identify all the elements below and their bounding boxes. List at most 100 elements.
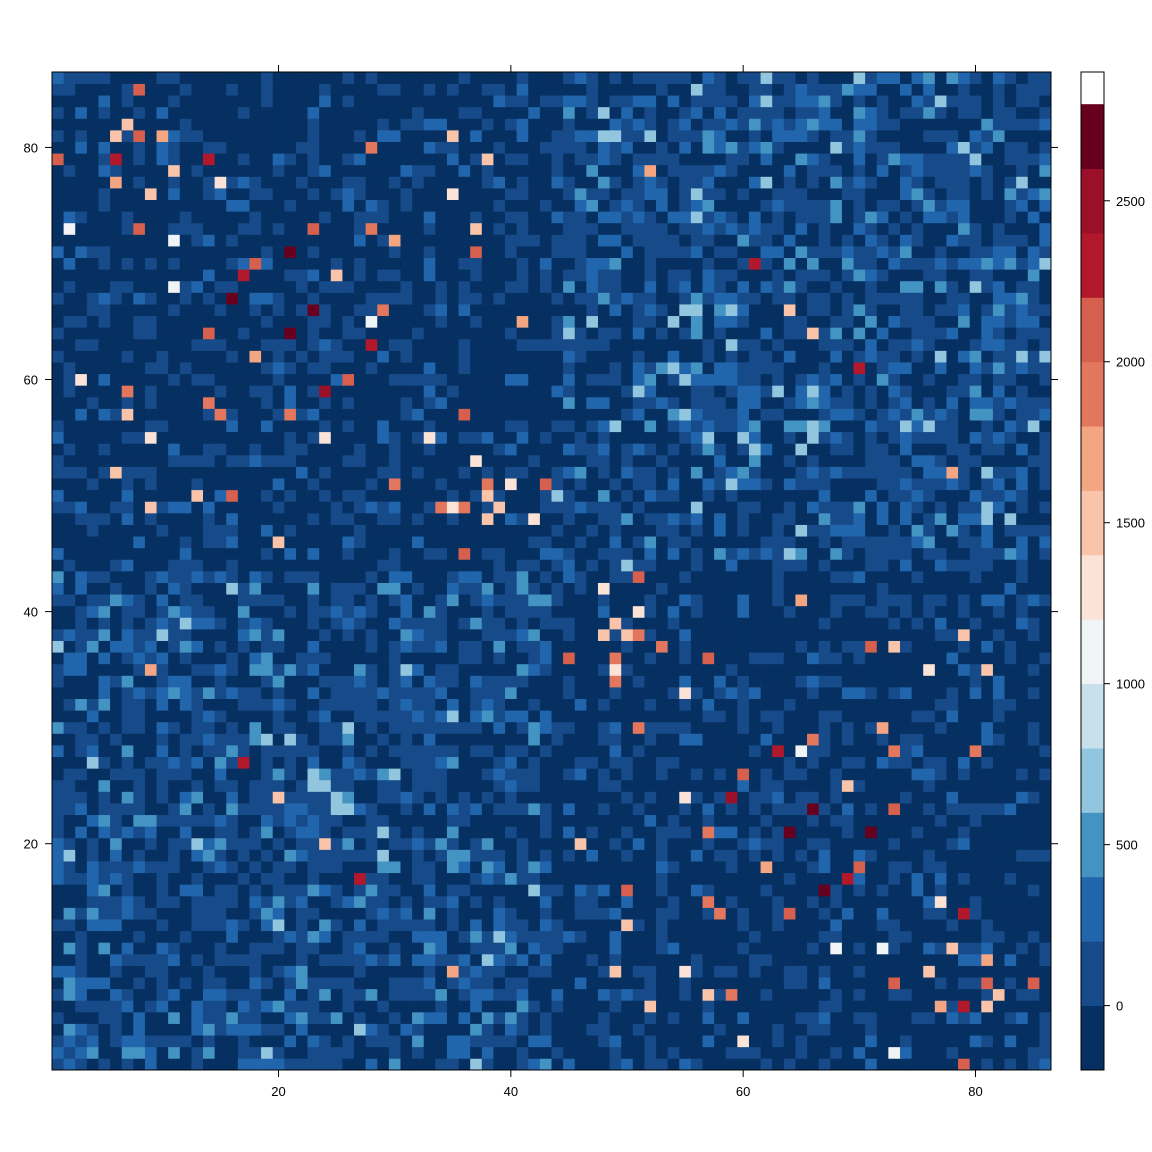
heatmap-cell [539, 466, 552, 479]
heatmap-cell [412, 571, 425, 583]
heatmap-cell [597, 884, 610, 897]
heatmap-cell [388, 1011, 401, 1024]
heatmap-cell [237, 779, 250, 792]
heatmap-cell [191, 884, 204, 897]
heatmap-cell [992, 861, 1005, 874]
heatmap-cell [853, 687, 866, 699]
heatmap-cell [876, 884, 889, 897]
heatmap-cell [841, 953, 854, 966]
heatmap-cell [899, 698, 912, 711]
heatmap-cell [702, 501, 715, 514]
heatmap-cell [75, 594, 88, 607]
heatmap-cell [1027, 571, 1040, 583]
heatmap-cell [470, 1023, 483, 1036]
heatmap-cell [830, 675, 843, 688]
heatmap-cell [772, 559, 785, 572]
heatmap-cell [725, 803, 738, 816]
heatmap-cell [876, 826, 889, 839]
heatmap-cell [946, 675, 959, 688]
heatmap-cell [354, 443, 366, 456]
heatmap-cell [1016, 895, 1029, 908]
heatmap-cell [481, 524, 494, 537]
heatmap-cell [214, 965, 227, 978]
heatmap-cell [354, 953, 366, 966]
heatmap-cell [75, 640, 88, 653]
heatmap-cell [1004, 420, 1017, 433]
heatmap-cell [853, 431, 866, 444]
heatmap-cell [830, 919, 843, 932]
heatmap-cell [853, 953, 866, 966]
heatmap-cell [261, 571, 274, 583]
heatmap-cell [946, 930, 959, 943]
heatmap-cell [992, 1035, 1005, 1048]
heatmap-cell [342, 478, 355, 491]
heatmap-cell [284, 953, 297, 966]
heatmap-cell [191, 663, 204, 676]
heatmap-cell [690, 733, 703, 746]
heatmap-cell [52, 710, 64, 723]
heatmap-cell [481, 826, 494, 839]
heatmap-cell [284, 605, 297, 618]
heatmap-cell [86, 779, 99, 792]
heatmap-cell [748, 640, 761, 653]
heatmap-cell [179, 431, 192, 444]
heatmap-cell [505, 478, 517, 491]
heatmap-cell [818, 431, 831, 444]
heatmap-cell [249, 396, 262, 409]
heatmap-cell [981, 489, 994, 502]
heatmap-cell [516, 605, 529, 618]
heatmap-cell [342, 826, 355, 839]
heatmap-cell [574, 872, 587, 885]
heatmap-cell [725, 1000, 738, 1013]
heatmap-cell [110, 420, 123, 433]
heatmap-cell [295, 489, 308, 502]
heatmap-cell [52, 826, 64, 839]
heatmap-cell [75, 501, 88, 514]
heatmap-cell [63, 489, 76, 502]
heatmap-cell [981, 454, 994, 467]
heatmap-cell [214, 675, 227, 688]
heatmap-cell [865, 733, 878, 746]
heatmap-cell [284, 884, 297, 897]
heatmap-cell [528, 710, 541, 723]
heatmap-cell [702, 1011, 715, 1024]
heatmap-cell [237, 582, 250, 595]
heatmap-cell [911, 988, 924, 1001]
heatmap-cell [249, 710, 262, 723]
heatmap-cell [690, 837, 703, 850]
heatmap-cell [841, 594, 854, 607]
heatmap-cell [981, 895, 994, 908]
heatmap-cell [365, 1023, 378, 1036]
heatmap-cell [52, 617, 64, 630]
heatmap-cell [400, 861, 413, 874]
heatmap-cell [354, 721, 366, 734]
heatmap-cell [110, 675, 123, 688]
heatmap-cell [690, 559, 703, 572]
heatmap-cell [690, 489, 703, 502]
heatmap-cell [1039, 907, 1052, 920]
heatmap-cell [563, 1058, 576, 1071]
heatmap-cell [725, 1046, 738, 1059]
heatmap-cell [923, 745, 936, 758]
heatmap-cell [133, 466, 146, 479]
heatmap-cell [807, 420, 820, 433]
heatmap-cell [412, 617, 425, 630]
heatmap-cell [528, 466, 541, 479]
heatmap-cell [714, 478, 727, 491]
heatmap-cell [168, 745, 181, 758]
heatmap-cell [1027, 652, 1040, 665]
heatmap-cell [319, 594, 332, 607]
heatmap-cell [714, 988, 727, 1001]
heatmap-cell [75, 745, 88, 758]
heatmap-cell [516, 814, 529, 827]
heatmap-cell [237, 849, 250, 862]
heatmap-cell [969, 977, 982, 990]
heatmap-cell [690, 582, 703, 595]
heatmap-cell [853, 791, 866, 804]
heatmap-cell [783, 629, 796, 641]
heatmap-cell [528, 884, 541, 897]
heatmap-cell [98, 884, 111, 897]
heatmap-cell [110, 559, 123, 572]
heatmap-cell [1004, 919, 1017, 932]
heatmap-cell [969, 872, 982, 885]
